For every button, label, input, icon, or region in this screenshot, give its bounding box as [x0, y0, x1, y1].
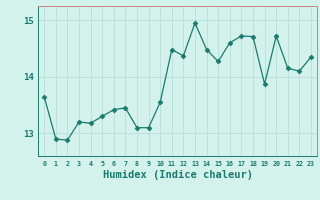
X-axis label: Humidex (Indice chaleur): Humidex (Indice chaleur)	[103, 170, 252, 180]
